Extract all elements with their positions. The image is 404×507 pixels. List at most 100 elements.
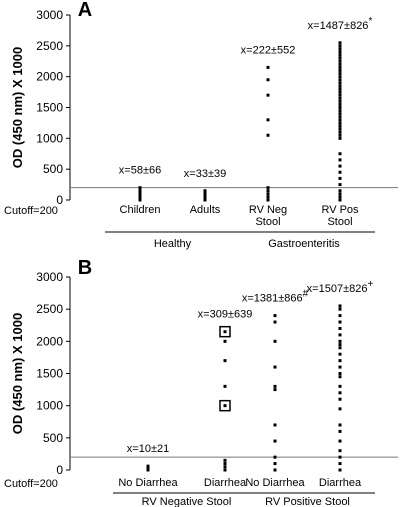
data-point <box>266 186 270 190</box>
data-point <box>273 439 277 443</box>
data-point <box>223 465 227 469</box>
data-point <box>223 339 227 343</box>
data-point <box>273 455 277 459</box>
data-point <box>273 462 277 466</box>
y-tick-label: 1500 <box>36 101 63 115</box>
data-point <box>338 320 342 324</box>
data-point <box>146 464 150 468</box>
x-tick-label: Diarrhea <box>319 477 362 489</box>
data-point <box>338 93 342 97</box>
data-point <box>338 115 342 119</box>
x-tick-label: Adults <box>190 204 221 216</box>
data-point <box>338 75 342 79</box>
data-point <box>223 468 227 472</box>
cutoff-label: Cutoff=200 <box>4 478 58 490</box>
annotation: x=33±39 <box>184 168 226 180</box>
data-point <box>338 72 342 76</box>
data-point <box>203 190 207 194</box>
data-point <box>266 65 270 69</box>
data-point <box>338 365 342 369</box>
group-label: RV Positive Stool <box>265 496 350 507</box>
data-point <box>338 326 342 330</box>
y-tick-label: 3000 <box>36 270 63 284</box>
x-tick-label: Children <box>120 204 161 216</box>
data-point <box>273 423 277 427</box>
data-point <box>338 375 342 379</box>
data-point <box>138 186 142 190</box>
data-point <box>338 189 342 193</box>
data-point <box>338 47 342 51</box>
data-point <box>273 468 277 472</box>
data-point <box>338 176 342 180</box>
data-point <box>338 343 342 347</box>
data-point <box>338 449 342 453</box>
annotation-superscript: # <box>303 289 309 300</box>
data-point <box>266 133 270 137</box>
y-tick-label: 2000 <box>36 70 63 84</box>
x-tick-label: Stool <box>255 216 280 228</box>
data-point <box>273 339 277 343</box>
data-point <box>223 384 227 388</box>
data-point <box>338 314 342 318</box>
data-point <box>338 112 342 116</box>
data-point <box>338 407 342 411</box>
data-point <box>338 462 342 466</box>
data-point <box>338 53 342 57</box>
data-point <box>266 198 270 202</box>
group-label: RV Negative Stool <box>142 496 232 507</box>
data-point <box>266 118 270 122</box>
annotation-superscript: * <box>368 16 372 27</box>
x-tick-label: Stool <box>327 216 352 228</box>
panel-label: B <box>78 257 92 279</box>
data-point <box>266 189 270 193</box>
data-point <box>338 192 342 196</box>
data-point <box>223 462 227 466</box>
data-point <box>338 121 342 125</box>
y-tick-label: 3000 <box>36 8 63 22</box>
annotation: x=58±66 <box>119 165 161 177</box>
data-point <box>266 192 270 196</box>
data-point <box>338 429 342 433</box>
data-point <box>338 152 342 156</box>
data-point <box>338 78 342 82</box>
annotation: x=10±21 <box>127 443 169 455</box>
y-tick-label: 500 <box>43 162 63 176</box>
data-point <box>338 130 342 134</box>
group-label: Healthy <box>154 238 192 250</box>
data-point <box>338 304 342 308</box>
data-point <box>338 59 342 63</box>
x-tick-label: Diarrhea <box>204 477 247 489</box>
data-point <box>338 158 342 162</box>
annotation-superscript: + <box>367 279 373 290</box>
data-point <box>203 195 207 199</box>
data-point <box>338 195 342 199</box>
data-point <box>338 90 342 94</box>
annotation: x=1507±826+ <box>307 279 374 295</box>
x-tick-label: RV Pos <box>321 204 359 216</box>
y-tick-label: 2000 <box>36 334 63 348</box>
y-tick-label: 1000 <box>36 399 63 413</box>
data-point <box>266 93 270 97</box>
data-point <box>338 69 342 72</box>
data-point <box>203 192 207 196</box>
data-point <box>223 359 227 363</box>
data-point <box>338 397 342 401</box>
data-point <box>338 423 342 427</box>
data-point <box>338 84 342 88</box>
annotation-text: x=309±639 <box>198 309 253 321</box>
data-point <box>338 62 342 66</box>
y-tick-label: 500 <box>43 431 63 445</box>
data-point <box>338 339 342 343</box>
data-point <box>273 365 277 369</box>
data-point <box>338 133 342 137</box>
data-point <box>338 384 342 388</box>
data-point <box>273 320 277 324</box>
annotation: x=1381±866# <box>242 289 309 305</box>
data-point <box>338 307 342 311</box>
data-point <box>338 183 342 187</box>
data-point <box>338 99 342 103</box>
data-point <box>273 314 277 318</box>
x-tick-label: No Diarrhea <box>118 477 178 489</box>
y-tick-label: 1500 <box>36 367 63 381</box>
